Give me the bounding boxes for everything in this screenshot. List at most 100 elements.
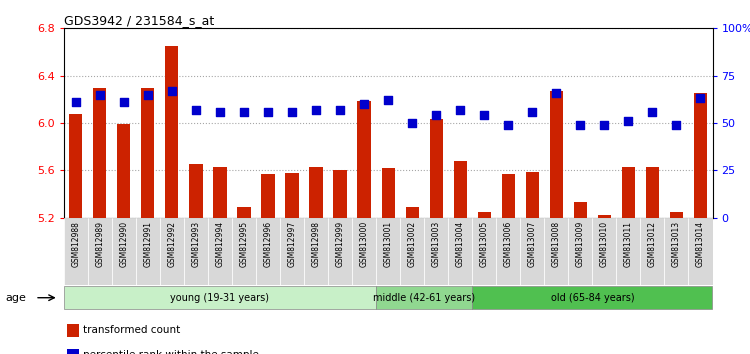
Text: age: age (5, 293, 26, 303)
Text: GSM812988: GSM812988 (71, 221, 80, 267)
Text: young (19-31 years): young (19-31 years) (170, 293, 269, 303)
Point (166, 88, 178, 94)
Text: GSM812997: GSM812997 (287, 221, 296, 267)
Text: GSM812998: GSM812998 (311, 221, 320, 267)
Bar (670, 212, 683, 218)
Bar (213, 167, 226, 218)
Bar (640, 218, 664, 285)
Bar (496, 218, 520, 285)
Point (622, 118, 634, 124)
Bar (67, 325, 79, 337)
Bar (262, 174, 274, 218)
Bar (430, 119, 442, 218)
Point (118, 99, 130, 105)
Point (646, 109, 658, 114)
Bar (694, 93, 707, 218)
Bar (574, 202, 587, 218)
Text: GSM813002: GSM813002 (408, 221, 417, 267)
Text: old (65-84 years): old (65-84 years) (550, 293, 634, 303)
Bar (454, 161, 466, 218)
Bar (664, 218, 688, 285)
Bar (232, 218, 256, 285)
Bar (406, 207, 418, 218)
Bar (334, 170, 346, 218)
Point (454, 107, 466, 113)
Bar (117, 124, 130, 218)
Bar (64, 218, 88, 285)
Bar (448, 218, 472, 285)
Text: GSM813008: GSM813008 (552, 221, 561, 267)
Point (478, 113, 490, 118)
Text: GSM813009: GSM813009 (576, 221, 585, 267)
Bar (424, 218, 448, 285)
Bar (93, 87, 106, 218)
Text: GSM813007: GSM813007 (528, 221, 537, 267)
Bar (646, 167, 659, 218)
Bar (136, 218, 160, 285)
Bar (304, 218, 328, 285)
Point (214, 109, 226, 114)
Bar (310, 167, 322, 218)
Point (358, 101, 370, 107)
Text: GSM812994: GSM812994 (215, 221, 224, 267)
Bar (256, 218, 280, 285)
Point (694, 96, 706, 101)
Bar (352, 218, 376, 285)
Bar (69, 114, 82, 218)
Bar (112, 218, 136, 285)
Bar (526, 172, 539, 218)
Text: GSM813004: GSM813004 (456, 221, 465, 267)
Bar (688, 218, 712, 285)
Bar (286, 173, 298, 218)
Point (334, 107, 346, 113)
Point (670, 122, 682, 128)
Bar (189, 165, 202, 218)
Text: GSM813011: GSM813011 (624, 221, 633, 267)
Bar (141, 87, 154, 218)
Text: GSM813012: GSM813012 (648, 221, 657, 267)
Text: GSM812991: GSM812991 (143, 221, 152, 267)
Text: middle (42-61 years): middle (42-61 years) (373, 293, 476, 303)
Point (526, 109, 538, 114)
Text: GDS3942 / 231584_s_at: GDS3942 / 231584_s_at (64, 14, 214, 27)
Text: percentile rank within the sample: percentile rank within the sample (83, 350, 259, 354)
Bar (502, 174, 515, 218)
Point (238, 109, 250, 114)
Point (550, 90, 562, 96)
Bar (616, 218, 640, 285)
Text: GSM812999: GSM812999 (335, 221, 344, 267)
Point (406, 120, 418, 126)
Bar (400, 218, 424, 285)
Point (94, 92, 106, 97)
Bar (382, 168, 394, 218)
Bar (520, 218, 544, 285)
Bar (328, 218, 352, 285)
Bar (64, 286, 376, 309)
Bar (472, 286, 712, 309)
Bar (280, 218, 304, 285)
Bar (376, 286, 472, 309)
Text: GSM813005: GSM813005 (480, 221, 489, 267)
Bar (376, 218, 400, 285)
Point (598, 122, 610, 128)
Point (430, 113, 442, 118)
Point (262, 109, 274, 114)
Text: GSM812992: GSM812992 (167, 221, 176, 267)
Point (382, 97, 394, 103)
Bar (478, 212, 490, 218)
Text: GSM813006: GSM813006 (504, 221, 513, 267)
Text: GSM812995: GSM812995 (239, 221, 248, 267)
Bar (598, 215, 611, 218)
Bar (208, 218, 232, 285)
Bar (184, 218, 208, 285)
Bar (622, 167, 635, 218)
Bar (358, 101, 370, 218)
Bar (592, 218, 616, 285)
Text: GSM813003: GSM813003 (432, 221, 441, 267)
Point (190, 107, 202, 113)
Point (310, 107, 322, 113)
Point (503, 122, 515, 128)
Text: GSM813014: GSM813014 (696, 221, 705, 267)
Text: GSM813010: GSM813010 (600, 221, 609, 267)
Point (70, 99, 82, 105)
